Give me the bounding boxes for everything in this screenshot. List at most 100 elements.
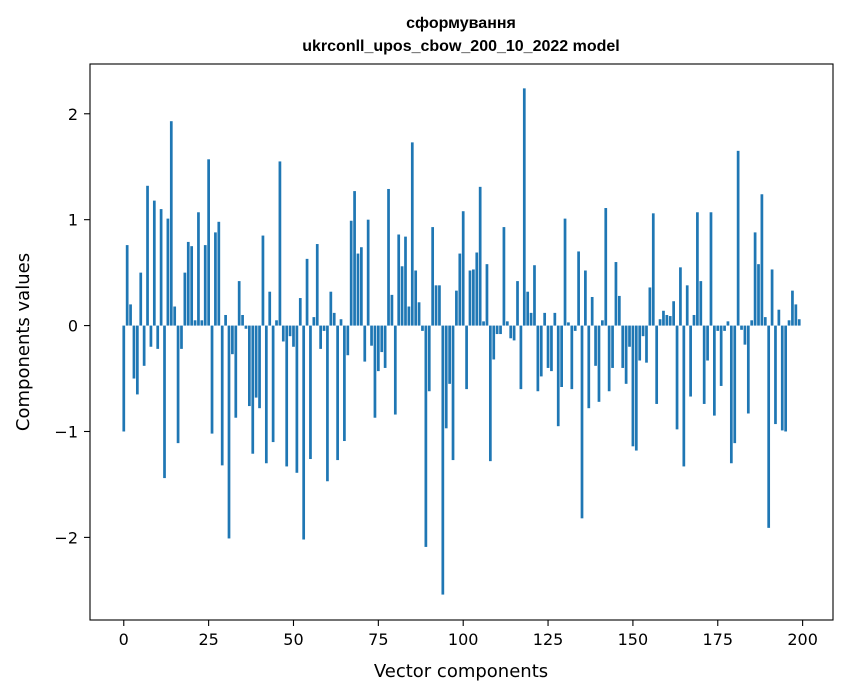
bar-component-166 (685, 285, 689, 326)
bar-component-56 (312, 317, 316, 326)
bar-component-109 (492, 325, 496, 360)
bar-component-157 (655, 325, 659, 404)
bar-component-73 (370, 325, 373, 346)
bar-component-55 (309, 325, 312, 460)
bar-component-107 (485, 264, 489, 326)
bar-component-88 (421, 325, 424, 331)
bar-component-116 (516, 281, 519, 326)
bar-component-186 (753, 232, 757, 326)
bar-component-112 (502, 227, 506, 326)
bar-component-44 (271, 325, 275, 443)
bar-component-97 (451, 325, 455, 461)
bar-component-75 (376, 325, 380, 372)
bar-component-70 (360, 247, 363, 326)
bar-component-139 (594, 325, 597, 366)
bar-series (122, 88, 801, 595)
y-tick-label: 1 (68, 211, 78, 230)
chart-title-line-2: ukrconll_upos_cbow_200_10_2022 model (302, 38, 619, 55)
bar-component-177 (723, 325, 726, 331)
bar-component-115 (512, 325, 516, 341)
x-tick-label: 0 (119, 630, 129, 649)
bar-component-147 (621, 325, 625, 368)
bar-component-145 (614, 262, 618, 326)
bar-component-130 (563, 218, 567, 326)
bar-component-62 (332, 312, 336, 326)
bar-component-136 (584, 270, 587, 326)
x-axis-label: Vector components (374, 661, 548, 682)
bar-component-120 (529, 312, 533, 326)
bar-component-18 (183, 272, 187, 326)
bar-component-64 (339, 319, 343, 326)
y-axis-ticks: −2 −1 0 1 2 (54, 105, 90, 547)
bar-component-189 (763, 317, 767, 326)
bar-component-98 (455, 290, 458, 326)
bar-component-99 (458, 253, 462, 326)
bar-component-173 (709, 212, 713, 326)
bar-component-81 (397, 234, 401, 326)
bar-component-85 (410, 142, 414, 326)
bar-component-20 (190, 246, 194, 326)
bar-component-152 (638, 325, 642, 361)
bar-component-193 (777, 309, 781, 326)
bar-component-125 (546, 325, 550, 368)
bar-component-19 (186, 241, 190, 326)
bar-component-74 (373, 325, 377, 418)
bar-component-0 (122, 325, 126, 432)
bar-component-6 (142, 325, 146, 366)
bar-component-137 (587, 325, 591, 409)
bar-component-11 (159, 209, 163, 326)
bar-component-24 (203, 245, 207, 326)
bar-component-96 (448, 325, 451, 384)
bar-component-123 (539, 325, 543, 377)
bar-component-187 (757, 264, 760, 326)
bar-component-53 (302, 325, 306, 540)
chart-title: сформування ukrconll_upos_cbow_200_10_20… (302, 15, 619, 55)
bar-component-2 (129, 304, 132, 326)
bar-component-77 (383, 325, 387, 368)
bar-component-17 (180, 325, 183, 349)
bar-component-158 (658, 319, 662, 326)
bar-component-80 (393, 325, 397, 415)
bar-component-86 (414, 270, 418, 326)
bar-component-164 (679, 267, 682, 326)
bar-component-142 (604, 208, 608, 326)
bar-component-171 (702, 325, 706, 404)
bar-component-14 (169, 121, 173, 326)
bar-component-105 (478, 186, 482, 326)
bar-component-199 (797, 319, 801, 326)
bar-component-43 (268, 291, 272, 326)
bar-component-111 (499, 325, 502, 335)
bar-component-7 (146, 185, 149, 326)
bar-component-183 (743, 325, 747, 345)
bar-component-91 (431, 227, 435, 326)
bar-component-46 (278, 161, 282, 326)
bar-component-101 (465, 325, 468, 390)
bar-component-34 (237, 281, 241, 326)
y-tick-label: −2 (54, 528, 78, 547)
bar-component-3 (132, 325, 136, 379)
bar-component-154 (645, 325, 648, 363)
bar-component-179 (729, 325, 733, 464)
x-tick-label: 175 (702, 630, 733, 649)
bar-component-141 (601, 320, 604, 326)
bar-component-65 (343, 325, 346, 442)
bar-component-49 (288, 325, 292, 337)
bar-component-48 (285, 325, 289, 467)
bar-component-72 (366, 219, 370, 326)
bar-component-181 (736, 150, 740, 326)
bar-component-59 (322, 325, 326, 331)
bar-component-132 (570, 325, 574, 390)
bar-component-170 (699, 281, 703, 326)
bar-component-150 (631, 325, 635, 447)
x-tick-label: 75 (368, 630, 388, 649)
bar-component-82 (400, 266, 404, 326)
bar-component-197 (791, 290, 794, 326)
bar-component-155 (648, 287, 652, 326)
x-tick-label: 100 (448, 630, 479, 649)
bar-component-124 (543, 312, 547, 326)
bar-component-160 (665, 314, 669, 326)
bar-component-153 (641, 325, 645, 337)
bar-component-32 (231, 325, 234, 355)
bar-component-198 (794, 304, 798, 326)
chart-title-line-1: сформування (406, 15, 516, 32)
